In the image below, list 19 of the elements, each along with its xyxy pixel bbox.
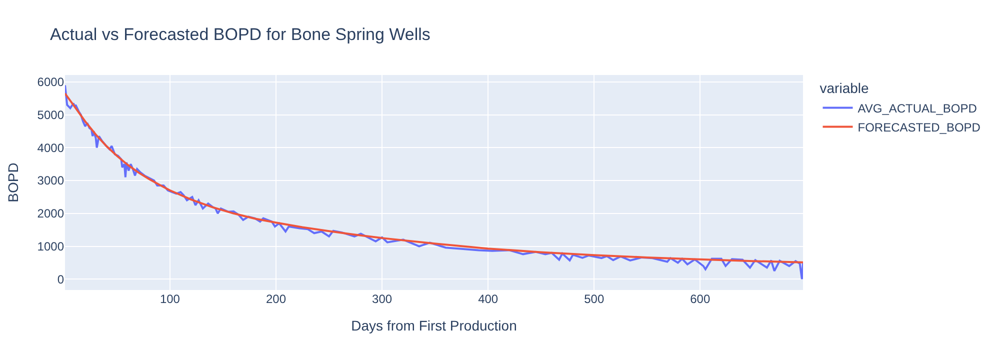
- y-tick-label: 5000: [37, 108, 64, 122]
- x-tick-label: 600: [690, 292, 710, 306]
- y-tick-label: 0: [57, 272, 64, 286]
- x-tick-label: 500: [584, 292, 604, 306]
- x-tick-label: 200: [266, 292, 286, 306]
- legend-label: AVG_ACTUAL_BOPD: [858, 101, 978, 116]
- legend-label: FORECASTED_BOPD: [858, 120, 981, 134]
- x-tick-label: 300: [372, 292, 392, 306]
- y-axis-title: BOPD: [4, 162, 21, 202]
- x-axis-title: Days from First Production: [351, 317, 517, 334]
- y-tick-label: 3000: [37, 174, 64, 188]
- chart-title: Actual vs Forecasted BOPD for Bone Spring Wells: [50, 24, 430, 44]
- y-tick-label: 1000: [37, 239, 64, 254]
- legend-title: variable: [820, 80, 869, 96]
- y-tick-label: 2000: [37, 206, 64, 221]
- y-tick-label: 4000: [37, 140, 64, 155]
- x-tick-label: 400: [478, 292, 498, 306]
- y-tick-label: 6000: [37, 75, 64, 90]
- x-tick-label: 100: [160, 292, 180, 306]
